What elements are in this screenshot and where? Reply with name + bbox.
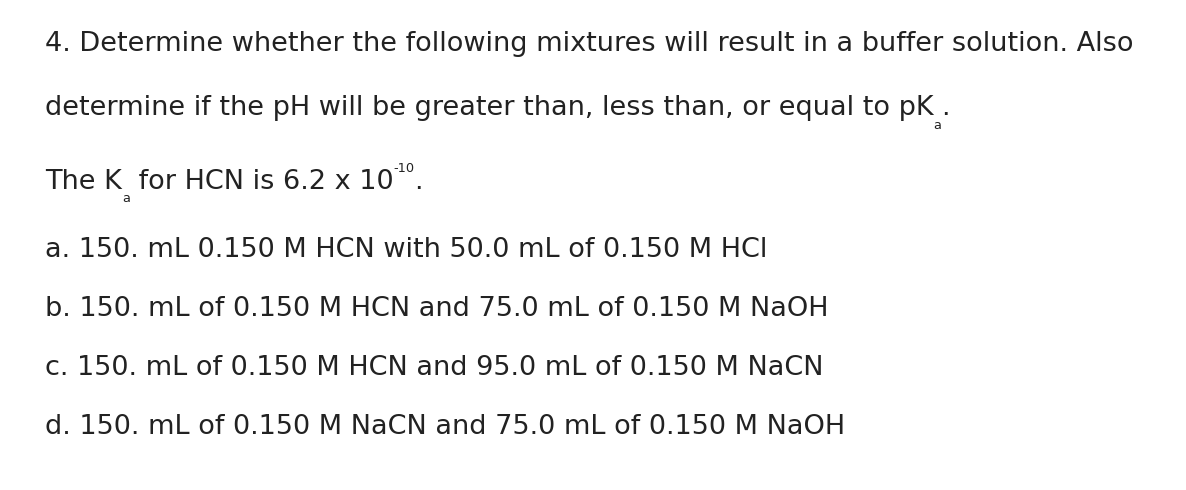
Text: for HCN is 6.2 x 10: for HCN is 6.2 x 10 (129, 169, 394, 195)
Text: determine if the pH will be greater than, less than, or equal to pK: determine if the pH will be greater than… (45, 95, 933, 121)
Text: b. 150. mL of 0.150 M HCN and 75.0 mL of 0.150 M NaOH: b. 150. mL of 0.150 M HCN and 75.0 mL of… (45, 296, 829, 322)
Text: The K: The K (45, 169, 122, 195)
Text: a: a (122, 193, 129, 205)
Text: .: . (415, 169, 423, 195)
Text: .: . (942, 95, 950, 121)
Text: -10: -10 (394, 162, 415, 174)
Text: c. 150. mL of 0.150 M HCN and 95.0 mL of 0.150 M NaCN: c. 150. mL of 0.150 M HCN and 95.0 mL of… (45, 355, 823, 381)
Text: a. 150. mL 0.150 M HCN with 50.0 mL of 0.150 M HCl: a. 150. mL 0.150 M HCN with 50.0 mL of 0… (45, 237, 767, 263)
Text: d. 150. mL of 0.150 M NaCN and 75.0 mL of 0.150 M NaOH: d. 150. mL of 0.150 M NaCN and 75.0 mL o… (45, 414, 846, 440)
Text: 4. Determine whether the following mixtures will result in a buffer solution. Al: 4. Determine whether the following mixtu… (45, 31, 1134, 57)
Text: a: a (933, 119, 942, 132)
